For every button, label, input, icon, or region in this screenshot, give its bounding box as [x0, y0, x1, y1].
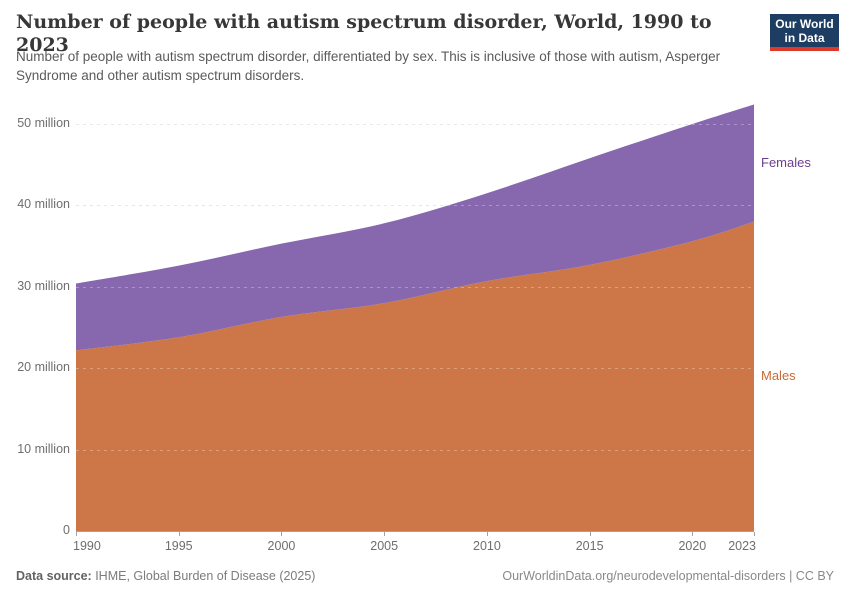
- area-series-males[interactable]: [76, 221, 754, 531]
- y-axis-tick-label: 20 million: [17, 360, 70, 375]
- x-axis-tick-label: 2010: [473, 539, 501, 553]
- series-label-males: Males: [761, 368, 796, 384]
- area-series-females[interactable]: [76, 104, 754, 351]
- x-axis-tick-label: 2020: [678, 539, 707, 553]
- series-label-females: Females: [761, 155, 811, 171]
- x-axis-tick-label: 2005: [370, 539, 399, 553]
- x-axis-tick-label: 2023: [728, 539, 756, 553]
- owid-logo-line1: Our World: [775, 17, 834, 31]
- y-axis-tick-label: 30 million: [17, 278, 70, 293]
- data-source-value: IHME, Global Burden of Disease (2025): [91, 569, 316, 583]
- data-source: Data source: IHME, Global Burden of Dise…: [16, 569, 315, 583]
- y-axis-tick-label: 40 million: [17, 197, 70, 212]
- owid-url-link[interactable]: OurWorldinData.org/neurodevelopmental-di…: [502, 569, 834, 583]
- x-axis-tick-label: 1995: [164, 539, 193, 553]
- chart-subtitle: Number of people with autism spectrum di…: [16, 49, 721, 84]
- data-source-label: Data source:: [16, 569, 92, 583]
- x-axis: [76, 531, 755, 536]
- chart-title: Number of people with autism spectrum di…: [16, 11, 712, 56]
- x-axis-tick-label: 2000: [267, 539, 296, 553]
- y-axis-tick-label: 10 million: [17, 441, 70, 456]
- x-axis-tick-label: 2015: [575, 539, 604, 553]
- gridlines-overlay: [76, 124, 754, 451]
- x-axis-tick-label: 1990: [73, 539, 101, 553]
- owid-logo-line2: in Data: [784, 31, 825, 45]
- y-axis-tick-label: 0: [63, 523, 70, 537]
- chart-footer: Data source: IHME, Global Burden of Dise…: [16, 569, 834, 583]
- y-axis-tick-label: 50 million: [17, 116, 70, 130]
- owid-logo[interactable]: Our World in Data: [770, 14, 839, 51]
